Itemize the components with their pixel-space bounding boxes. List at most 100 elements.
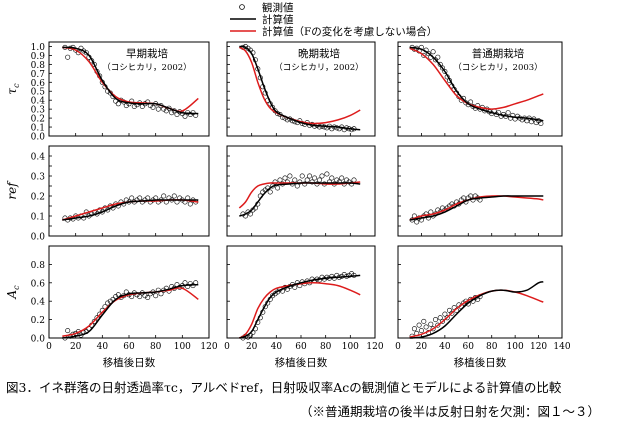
panel-ac-normal: 0 20 40 60 80 100 120 140	[395, 245, 571, 352]
caption-line-2: （※普通期栽培の後半は反射日射を欠測：図１～３）	[300, 404, 601, 419]
panel-frame	[397, 145, 563, 237]
x-tick-label: 60	[123, 342, 135, 352]
y-tick-label: 1.0	[31, 43, 46, 53]
observed-point	[339, 175, 345, 181]
panel-frame	[48, 145, 210, 237]
x-tick-label: 80	[320, 342, 332, 352]
observed-point	[442, 311, 448, 317]
observed-point	[187, 112, 193, 118]
observed-point	[161, 193, 167, 199]
legend-marker-observed	[239, 4, 245, 10]
observed-point	[316, 124, 322, 130]
y-tick-label: 0.2	[31, 193, 45, 203]
observed-point	[171, 193, 177, 199]
panel-tau-early: 0.00.10.20.30.40.50.60.70.80.91.0 早期栽培 （コシ…	[31, 41, 210, 143]
observed-point	[439, 65, 445, 71]
legend-label-calculated: 計算値	[262, 13, 294, 26]
observed-point	[299, 173, 305, 179]
y-tick-label: 0.8	[31, 61, 46, 71]
observed-point	[91, 61, 97, 67]
panel-ref-early: 0.0 0.1 0.2 0.3 0.4	[31, 145, 210, 243]
observed-point	[423, 324, 429, 330]
panel-frame	[397, 245, 563, 339]
observed-point	[81, 215, 87, 221]
observed-point	[137, 294, 143, 300]
observed-point	[123, 103, 129, 109]
observed-point	[282, 175, 288, 181]
observed-point	[277, 177, 283, 183]
y-tick-label: 0.2	[31, 316, 45, 326]
observed-point	[115, 101, 121, 107]
row-label: ref	[5, 180, 19, 200]
observed-point	[346, 272, 352, 278]
calculated-line	[409, 46, 544, 122]
observed-point	[145, 294, 151, 300]
panel-subtitle: （コシヒカリ，2002）	[102, 62, 191, 73]
observed-point	[316, 177, 322, 183]
observed-point	[65, 54, 71, 60]
y-tick-label: 0.6	[31, 279, 46, 289]
observed-point	[155, 106, 161, 112]
observed-point	[324, 171, 330, 177]
observed-point	[275, 185, 281, 191]
observed-point	[421, 52, 427, 58]
observed-point	[272, 179, 278, 185]
x-tick-label: 80	[486, 342, 498, 352]
x-tick-label: 100	[342, 342, 359, 352]
panel-ac-early: 0.0 0.2 0.4 0.6 0.8 0 20 40 60 80 100 120	[31, 245, 218, 352]
y-tick-label: 0.2	[31, 115, 45, 125]
observed-point	[435, 54, 441, 60]
calculated-line	[409, 195, 544, 221]
observed-point	[105, 300, 111, 306]
observed-point	[437, 315, 443, 321]
y-tick-label: 0.0	[31, 233, 46, 243]
observed-point	[153, 293, 159, 299]
observed-point	[150, 104, 156, 110]
observed-point	[334, 125, 340, 131]
x-tick-label: 40	[97, 342, 109, 352]
caption-line-1: 図3．イネ群落の日射透過率τc，アルベドref，日射吸収率Acの観測値とモデルに…	[6, 380, 562, 395]
panel-ac-late: 0 20 40 60 80 100 120	[224, 245, 384, 352]
y-tick-label: 0.4	[31, 153, 46, 163]
observed-point	[309, 179, 315, 185]
observed-point	[449, 310, 455, 316]
panel-frame	[48, 245, 210, 339]
observed-point	[267, 189, 273, 195]
row-label: τc	[5, 83, 21, 95]
observed-point	[91, 318, 97, 324]
x-tick-label: 60	[295, 342, 307, 352]
calculated-line	[62, 46, 199, 115]
observed-point	[292, 177, 298, 183]
observed-point	[416, 322, 422, 328]
observed-point	[97, 311, 103, 317]
calculated-fixed-line	[409, 289, 544, 338]
observed-point	[418, 328, 424, 334]
x-axis-label: 移植後日数	[103, 356, 156, 369]
panel-tau-late: 晩期栽培 （コシヒカリ，2002）	[226, 41, 376, 137]
panel-title: 晩期栽培	[298, 47, 340, 60]
observed-point	[83, 50, 89, 56]
x-tick-label: 140	[553, 342, 570, 352]
panels: 0.00.10.20.30.40.50.60.70.80.91.0早期栽培（コシ…	[31, 41, 571, 352]
observed-point	[99, 209, 105, 215]
panel-frame	[226, 41, 376, 137]
y-tick-label: 0.3	[31, 106, 46, 116]
axis-labels: τc ref Ac 移植後日数 移植後日数 移植後日数	[5, 83, 507, 369]
y-tick-label: 0.6	[31, 79, 46, 89]
calculated-fixed-line	[62, 287, 199, 337]
observed-point	[302, 181, 308, 187]
x-tick-label: 60	[463, 342, 475, 352]
observed-point	[107, 298, 113, 304]
calculated-fixed-line	[409, 47, 544, 110]
observed-point	[411, 326, 417, 332]
observed-point	[169, 110, 175, 116]
calculated-line	[409, 281, 544, 339]
y-tick-label: 0.5	[31, 88, 46, 98]
observed-point	[505, 110, 511, 116]
observed-point	[444, 315, 450, 321]
panel-frame	[397, 41, 563, 137]
row-label: Ac	[5, 285, 21, 300]
x-tick-label: 20	[246, 342, 258, 352]
y-tick-label: 0.0	[31, 335, 46, 345]
